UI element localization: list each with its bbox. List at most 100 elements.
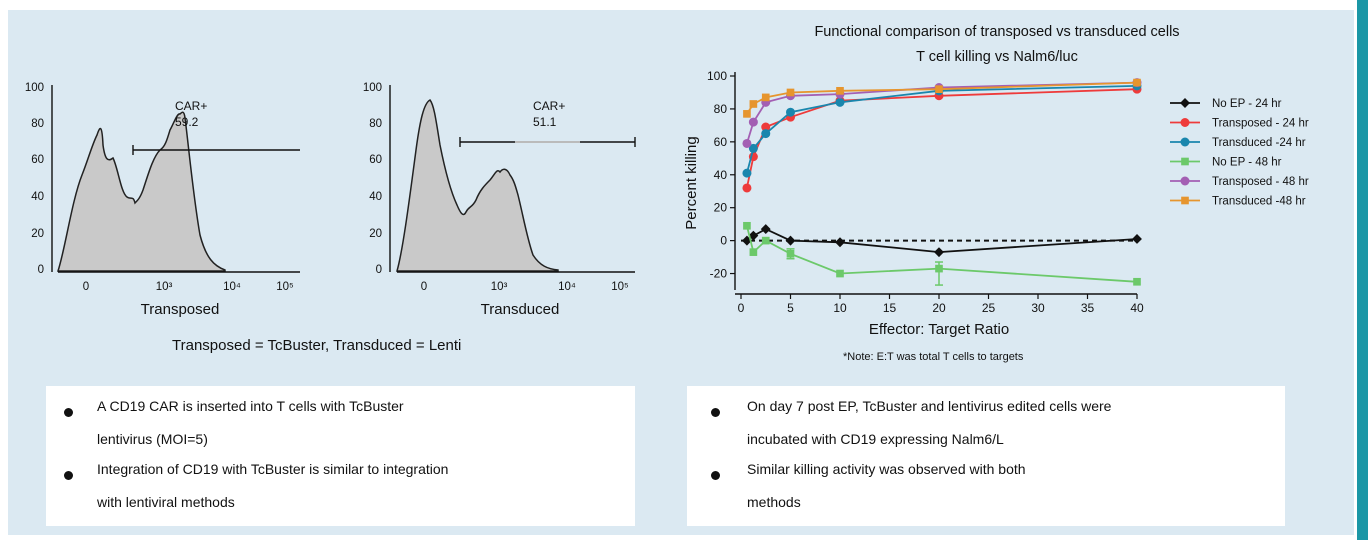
accent-edge — [1357, 0, 1368, 540]
data-point — [836, 269, 844, 278]
y-tick-label: 40 — [714, 168, 728, 182]
legend-marker — [1180, 118, 1190, 127]
chart-note: *Note: E:T was total T cells to targets — [843, 351, 1024, 363]
bullet-line: with lentiviral methods — [97, 494, 235, 510]
y-tick-label: -20 — [710, 267, 728, 281]
x-ticks: 0 10³ 10⁴ 10⁵ — [421, 281, 629, 293]
x-tick-label: 5 — [787, 301, 794, 315]
data-point — [786, 88, 795, 97]
left-bullet-box: A CD19 CAR is inserted into T cells with… — [46, 386, 635, 526]
data-point — [935, 85, 943, 93]
x-tick-label: 40 — [1130, 301, 1144, 315]
bullet-dot — [64, 408, 73, 417]
bullet-line: Similar killing activity was observed wi… — [747, 461, 1026, 477]
data-point — [742, 183, 752, 193]
y-tick-label: 40 — [31, 191, 44, 203]
x-tick-label: 15 — [883, 301, 897, 315]
x-tick-label: 10³ — [156, 281, 173, 293]
bullet-line: Integration of CD19 with TcBuster is sim… — [97, 461, 449, 477]
data-point — [743, 110, 751, 118]
x-tick-label: 35 — [1081, 301, 1095, 315]
data-point — [749, 100, 758, 108]
y-tick-label: 100 — [25, 82, 44, 94]
x-axis-label: Effector: Target Ratio — [869, 321, 1009, 338]
x-axis-label: Transposed — [141, 301, 220, 318]
x-tick-label: 10³ — [491, 281, 508, 293]
y-axis-label: Percent killing — [683, 136, 700, 229]
x-tick-label: 20 — [932, 301, 946, 315]
x-axis-label: Transduced — [481, 301, 560, 318]
y-tick-label: 40 — [369, 191, 382, 203]
x-tick-label: 10⁴ — [223, 281, 241, 293]
caption-text-lenti: Lenti — [428, 337, 462, 354]
data-point — [785, 235, 796, 246]
data-point — [836, 86, 844, 95]
y-tick-label: 20 — [31, 228, 44, 240]
series-0 — [741, 224, 1142, 258]
x-tick-label: 0 — [83, 281, 89, 293]
chart-legend: No EP - 24 hr Transposed - 24 hr Transduce… — [1170, 98, 1309, 208]
data-point — [743, 221, 751, 230]
chart-subtitle: T cell killing vs Nalm6/luc — [916, 49, 1078, 65]
legend-marker — [1181, 196, 1189, 205]
x-tick-label: 30 — [1031, 301, 1045, 315]
bullet-line: incubated with CD19 expressing Nalm6/L — [747, 431, 1004, 447]
legend-marker — [1180, 98, 1190, 108]
data-point — [761, 93, 770, 102]
data-point — [761, 122, 771, 132]
series-5 — [743, 78, 1141, 118]
bullet-dot — [711, 408, 720, 417]
y-tick-label: 80 — [31, 118, 44, 130]
gate-label: CAR+ — [175, 99, 207, 113]
y-tick-label: 0 — [720, 234, 727, 248]
y-tick-label: 60 — [369, 154, 382, 166]
data-point — [835, 237, 845, 248]
bullet-line: On day 7 post EP, TcBuster and lentiviru… — [747, 398, 1112, 414]
data-point — [748, 143, 758, 153]
y-tick-label: 0 — [38, 264, 44, 276]
bullet-line: lentivirus (MOI=5) — [97, 431, 208, 447]
x-tick-label: 10⁵ — [611, 281, 629, 293]
histogram-caption: Transposed = TcBuster, Transduced = Lent… — [172, 337, 461, 354]
x-tick-label: 10 — [833, 301, 847, 315]
chart-title: Functional comparison of transposed vs t… — [814, 24, 1180, 40]
data-point — [1133, 78, 1141, 87]
data-point — [835, 97, 845, 107]
legend-label: No EP - 48 hr — [1212, 157, 1282, 169]
gate-label: CAR+ — [533, 99, 565, 113]
legend-marker — [1181, 157, 1189, 166]
histogram-transduced: CAR+ 51.1 100 80 60 40 20 0 0 10³ 10⁴ 10… — [363, 82, 636, 318]
gate-value: 51.1 — [533, 115, 557, 129]
y-tick-label: 60 — [31, 154, 44, 166]
bullet-dot — [711, 471, 720, 480]
legend-marker — [1180, 176, 1190, 186]
legend-label: Transposed - 24 hr — [1212, 118, 1309, 130]
data-point — [761, 129, 771, 139]
series-1 — [742, 84, 1142, 193]
data-point — [748, 117, 758, 127]
data-point — [786, 107, 795, 117]
error-bar — [935, 261, 943, 286]
data-point — [761, 236, 770, 245]
histogram-transposed: CAR+ 59.2 100 80 60 40 20 0 0 10³ 10⁴ 10… — [25, 82, 300, 318]
y-tick-label: 60 — [714, 135, 728, 149]
y-tick-label: 20 — [369, 228, 382, 240]
data-point — [742, 138, 752, 148]
y-tick-label: 0 — [376, 264, 382, 276]
data-point — [760, 224, 771, 235]
data-point — [748, 230, 759, 241]
legend-label: No EP - 24 hr — [1212, 98, 1282, 110]
gate-value: 59.2 — [175, 115, 199, 129]
histogram-area — [56, 111, 226, 272]
y-tick-label: 100 — [707, 69, 727, 83]
error-bar — [786, 248, 795, 260]
x-tick-label: 0 — [738, 301, 745, 315]
bullet-line: methods — [747, 494, 801, 510]
y-tick-label: 100 — [363, 82, 382, 94]
y-ticks: 100 80 60 40 20 0 — [25, 82, 44, 276]
legend-label: Transposed - 48 hr — [1212, 176, 1309, 188]
legend-label: Transduced -48 hr — [1212, 196, 1306, 208]
series-line — [746, 88, 1138, 189]
x-tick-label: 0 — [421, 281, 427, 293]
